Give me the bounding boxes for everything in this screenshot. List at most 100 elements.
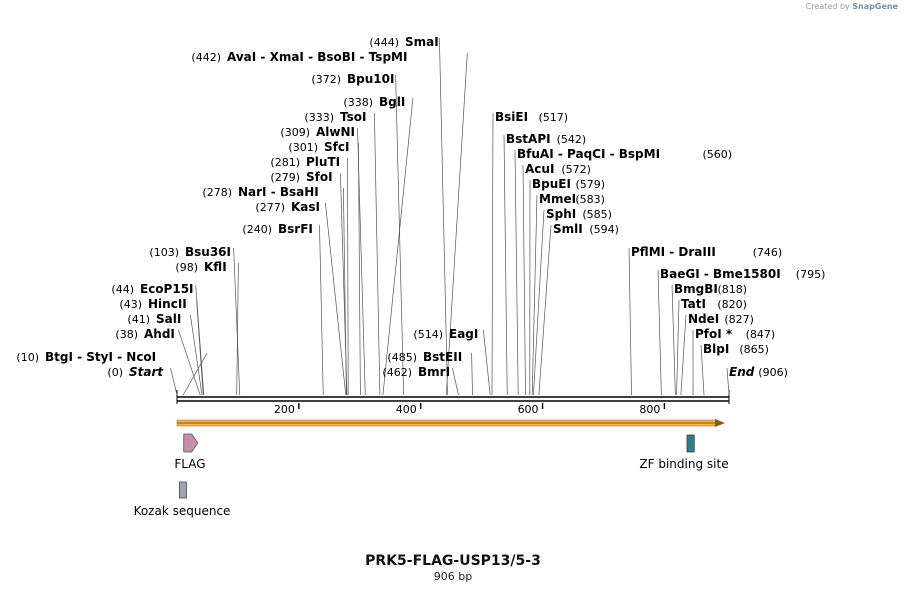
site-name: BstEII	[423, 350, 462, 364]
site-position: (485)	[387, 351, 417, 364]
flag-feature	[183, 433, 199, 453]
site-position: (281)	[270, 156, 300, 169]
site-position: (820)	[717, 298, 747, 311]
site-leader-line	[452, 367, 459, 396]
site-position: (279)	[270, 171, 300, 184]
site-position: (277)	[255, 201, 285, 214]
site-leader-line	[358, 142, 361, 396]
site-name: BmrI	[418, 365, 450, 379]
site-name: SmaI	[405, 35, 439, 49]
site-position: (98)	[175, 261, 198, 274]
site-leader-line	[182, 352, 208, 396]
site-leader-line	[514, 149, 519, 396]
site-leader-line	[439, 37, 448, 396]
site-position: (906)	[758, 366, 788, 379]
site-name: NarI - BsaHI	[238, 185, 319, 199]
site-name: PfoI *	[695, 327, 733, 341]
site-position: (585)	[582, 208, 612, 221]
site-name: BsiEI	[495, 110, 528, 124]
site-name: End	[729, 365, 755, 379]
site-leader-line	[190, 314, 203, 396]
site-position: (103)	[149, 246, 179, 259]
site-position: (43)	[119, 298, 142, 311]
site-position: (444)	[369, 36, 399, 49]
site-leader-line	[657, 269, 662, 396]
site-name: SphI	[546, 207, 576, 221]
ruler-tick-label: 600	[518, 403, 539, 416]
site-position: (41)	[127, 313, 150, 326]
site-name: TatI	[681, 297, 706, 311]
ruler-tick-label: 400	[396, 403, 417, 416]
site-leader-line	[671, 284, 676, 396]
site-position: (38)	[115, 328, 138, 341]
site-position: (0)	[107, 366, 123, 379]
map-title: PRK5-FLAG-USP13/5-3	[365, 553, 541, 569]
site-name: Bsu36I	[185, 245, 231, 259]
site-position: (579)	[576, 178, 606, 191]
site-position: (560)	[703, 148, 733, 161]
site-name: Start	[129, 365, 164, 379]
site-name: TsoI	[340, 110, 366, 124]
site-leader-line	[538, 224, 552, 396]
site-leader-line	[343, 187, 347, 396]
site-leader-line	[700, 344, 705, 396]
site-name: SfcI	[324, 140, 349, 154]
site-name: BlpI	[703, 342, 729, 356]
site-name: BpuEI	[532, 177, 571, 191]
site-name: AlwNI	[316, 125, 355, 139]
site-position: (240)	[242, 223, 272, 236]
site-name: BmgBI	[674, 282, 718, 296]
site-position: (301)	[288, 141, 318, 154]
site-position: (309)	[280, 126, 310, 139]
site-name: AcuI	[525, 162, 554, 176]
site-name: EagI	[449, 327, 478, 341]
site-leader-line	[445, 52, 468, 396]
site-leader-line	[374, 112, 381, 396]
site-position: (372)	[311, 73, 341, 86]
site-name: BsrFI	[278, 222, 313, 236]
site-name: SfoI	[306, 170, 333, 184]
site-name: KflI	[204, 260, 227, 274]
site-name: BstAPI	[506, 132, 551, 146]
zf-binding-site-feature	[686, 434, 695, 453]
site-position: (847)	[746, 328, 776, 341]
site-name: PluTI	[306, 155, 340, 169]
site-leader-line	[533, 209, 545, 396]
site-leader-line	[347, 157, 349, 396]
orf-arrowhead	[715, 419, 725, 427]
site-name: BaeGI - Bme1580I	[660, 267, 781, 281]
site-leader-line	[628, 247, 632, 396]
site-position: (572)	[561, 163, 591, 176]
site-leader-line	[236, 262, 239, 396]
site-name: AhdI	[144, 327, 175, 341]
site-name: BfuAI - PaqCI - BspMI	[517, 147, 660, 161]
feature-label: FLAG	[174, 457, 205, 471]
site-leader-line	[196, 299, 204, 396]
site-name: PflMI - DraIII	[631, 245, 716, 259]
site-position: (583)	[575, 193, 605, 206]
sequence-length: 906 bp	[433, 570, 473, 583]
site-position: (44)	[111, 283, 134, 296]
site-position: (462)	[382, 366, 412, 379]
site-position: (827)	[724, 313, 754, 326]
site-name: KasI	[291, 200, 320, 214]
site-position: (10)	[16, 351, 39, 364]
site-position: (514)	[413, 328, 443, 341]
site-position: (594)	[589, 223, 619, 236]
site-leader-line	[503, 134, 508, 396]
site-leader-line	[325, 202, 347, 396]
site-leader-line	[178, 329, 201, 396]
site-name: BtgI - StyI - NcoI	[45, 350, 156, 364]
feature-label: ZF binding site	[639, 457, 728, 471]
site-leader-line	[170, 367, 178, 396]
site-leader-line	[726, 367, 730, 396]
site-position: (818)	[718, 283, 748, 296]
site-leader-line	[676, 299, 680, 396]
site-position: (278)	[202, 186, 232, 199]
site-leader-line	[531, 194, 538, 396]
site-name: AvaI - XmaI - BsoBI - TspMI	[227, 50, 407, 64]
site-leader-line	[382, 97, 414, 396]
site-leader-line	[522, 164, 526, 396]
site-name: HincII	[148, 297, 187, 311]
